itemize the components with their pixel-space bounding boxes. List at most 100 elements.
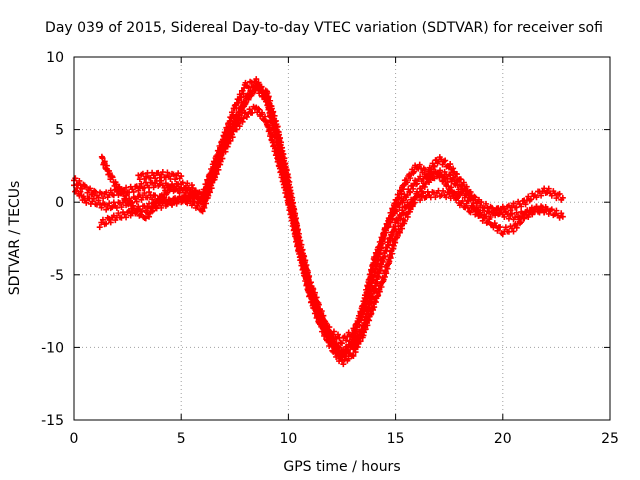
data-point [118, 204, 125, 211]
data-point [246, 106, 253, 113]
data-point [158, 204, 165, 211]
x-tick-label: 5 [177, 431, 186, 447]
data-point [103, 206, 110, 213]
data-point [236, 112, 243, 119]
data-point [558, 210, 565, 217]
data-point [159, 195, 166, 202]
data-point [471, 193, 478, 200]
data-point [184, 187, 191, 194]
data-point [412, 177, 419, 184]
data-point [328, 341, 335, 348]
y-tick-label: -10 [41, 340, 64, 356]
data-point [370, 306, 377, 313]
data-point [172, 176, 179, 183]
data-point [374, 260, 381, 267]
data-point [531, 208, 538, 215]
data-point [343, 337, 350, 344]
data-point [533, 194, 540, 201]
data-point [479, 217, 486, 224]
data-point [152, 204, 159, 211]
data-point [282, 169, 289, 176]
data-point [266, 126, 273, 133]
data-point [150, 172, 157, 179]
data-point [287, 192, 294, 199]
x-axis-label: GPS time / hours [283, 459, 400, 475]
data-point [141, 190, 148, 197]
data-point [548, 206, 555, 213]
data-point [173, 200, 180, 207]
x-tick-label: 20 [494, 431, 512, 447]
data-point [409, 203, 416, 210]
data-point [184, 200, 191, 207]
data-point [99, 155, 106, 162]
data-point [106, 215, 113, 222]
data-point [149, 196, 156, 203]
y-tick-label: -5 [50, 268, 64, 284]
data-point [273, 126, 280, 133]
data-point [297, 244, 304, 251]
data-point [383, 227, 390, 234]
data-point [239, 118, 246, 125]
data-point [303, 271, 310, 278]
data-point [428, 171, 435, 178]
data-point [113, 204, 120, 211]
data-point [386, 258, 393, 265]
data-point [359, 313, 366, 320]
data-point [519, 210, 526, 217]
data-point [262, 113, 269, 120]
data-point [518, 219, 525, 226]
data-point [438, 171, 445, 178]
data-point [139, 170, 146, 177]
data-point [404, 213, 411, 220]
data-point [522, 201, 529, 208]
data-point [364, 297, 371, 304]
data-point [352, 349, 359, 356]
data-point [454, 193, 461, 200]
data-point [361, 329, 368, 336]
data-point [106, 170, 113, 177]
data-point [527, 196, 534, 203]
data-point [144, 194, 151, 201]
data-point [192, 187, 199, 194]
data-point [467, 209, 474, 216]
data-point [397, 215, 404, 222]
data-point [314, 303, 321, 310]
data-point [330, 328, 337, 335]
data-point [368, 310, 375, 317]
data-point [335, 343, 342, 350]
data-point [132, 210, 139, 217]
data-point [381, 253, 388, 260]
data-point [255, 105, 262, 112]
data-point [202, 194, 209, 201]
data-point [376, 288, 383, 295]
data-point [366, 289, 373, 296]
data-point [417, 197, 424, 204]
data-point [441, 174, 448, 181]
data-point [130, 202, 137, 209]
data-point [332, 340, 339, 347]
data-point [493, 205, 500, 212]
data-point [218, 148, 225, 155]
data-point [253, 76, 260, 83]
data-point [357, 338, 364, 345]
data-point [199, 208, 206, 215]
data-point [238, 94, 245, 101]
data-point [394, 232, 401, 239]
data-point [233, 105, 240, 112]
data-point [172, 186, 179, 193]
data-point [258, 87, 265, 94]
data-point [501, 205, 508, 212]
data-point [396, 194, 403, 201]
data-point [338, 347, 345, 354]
data-point [236, 123, 243, 130]
data-point [95, 197, 102, 204]
data-point [264, 95, 271, 102]
data-point [548, 192, 555, 199]
data-point [356, 316, 363, 323]
data-point [226, 131, 233, 138]
data-point [472, 211, 479, 218]
data-point [155, 169, 162, 176]
data-point [83, 199, 90, 206]
x-tick-label: 10 [279, 431, 297, 447]
data-point [100, 195, 107, 202]
